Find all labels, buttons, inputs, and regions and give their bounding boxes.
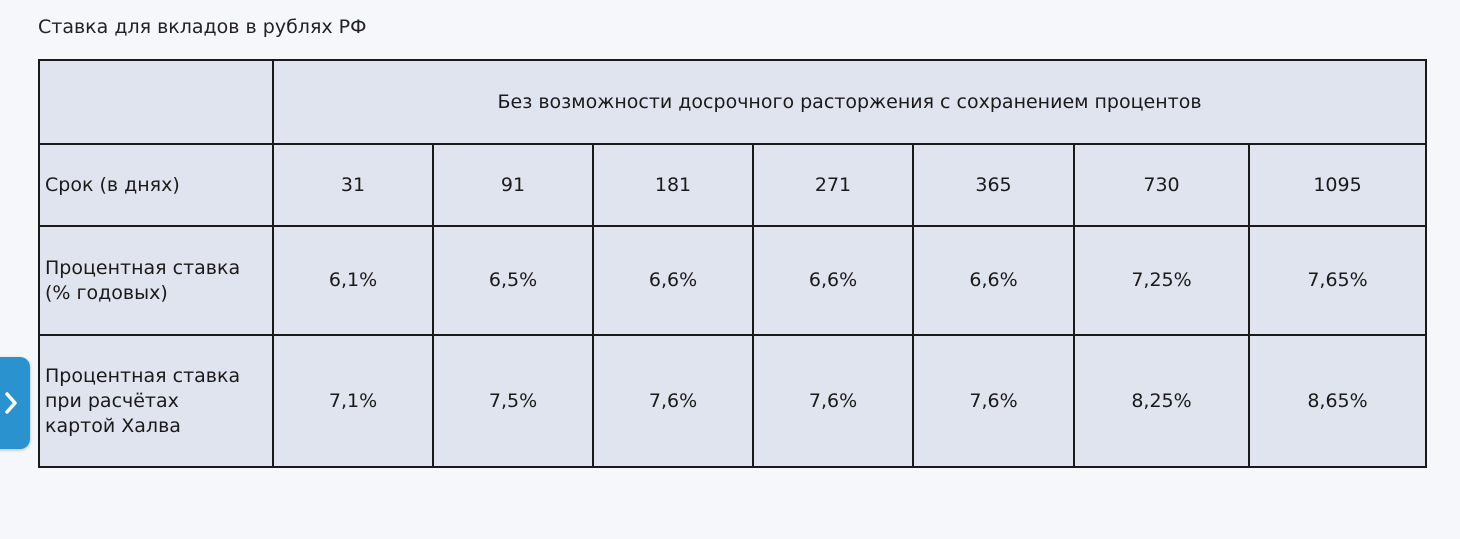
rate-cell: 6,6% [592, 225, 754, 336]
halva-rate-cell: 7,1% [272, 334, 434, 468]
rate-cell: 6,1% [272, 225, 434, 336]
halva-rate-cell: 7,6% [752, 334, 914, 468]
term-cell: 365 [912, 143, 1075, 227]
halva-rate-row: Процентная ставка при расчётах картой Халв… [38, 334, 1428, 468]
term-cell: 31 [272, 143, 434, 227]
table-header-row: Без возможности досрочного расторжения с… [38, 59, 1428, 145]
term-cell: 271 [752, 143, 914, 227]
side-panel-toggle-button[interactable] [0, 357, 30, 449]
rate-cell: 6,5% [432, 225, 594, 336]
row-label-line: картой Халва [45, 414, 181, 437]
row-label-halva-rate: Процентная ставка при расчётах картой Халв… [38, 334, 274, 468]
chevron-right-icon [5, 392, 17, 414]
term-cell: 181 [592, 143, 754, 227]
halva-rate-cell: 7,6% [592, 334, 754, 468]
term-row: Срок (в днях) 31 91 181 271 365 730 1095 [38, 143, 1428, 227]
rate-cell: 6,6% [752, 225, 914, 336]
row-label-line: Процентная ставка [45, 256, 241, 279]
halva-rate-cell: 7,6% [912, 334, 1075, 468]
halva-rate-cell: 8,65% [1247, 334, 1428, 468]
rate-cell: 7,25% [1073, 225, 1250, 336]
row-label-line: (% годовых) [45, 281, 168, 304]
corner-cell [38, 59, 274, 145]
deposit-rates-table: Без возможности досрочного расторжения с… [38, 59, 1428, 468]
term-cell: 1095 [1247, 143, 1428, 227]
term-cell: 91 [432, 143, 594, 227]
group-header-cell: Без возможности досрочного расторжения с… [271, 59, 1428, 145]
rate-cell: 6,6% [912, 225, 1075, 336]
row-label-line: Процентная ставка [45, 364, 241, 387]
row-label-line: при расчётах [45, 389, 179, 412]
halva-rate-cell: 8,25% [1073, 334, 1250, 468]
halva-rate-cell: 7,5% [432, 334, 594, 468]
rate-cell: 7,65% [1247, 225, 1428, 336]
term-cell: 730 [1073, 143, 1250, 227]
row-label-rate: Процентная ставка (% годовых) [38, 225, 274, 336]
table-caption: Ставка для вкладов в рублях РФ [38, 16, 367, 38]
rate-row: Процентная ставка (% годовых) 6,1% 6,5% 6… [38, 225, 1428, 336]
row-label-term: Срок (в днях) [38, 143, 274, 227]
